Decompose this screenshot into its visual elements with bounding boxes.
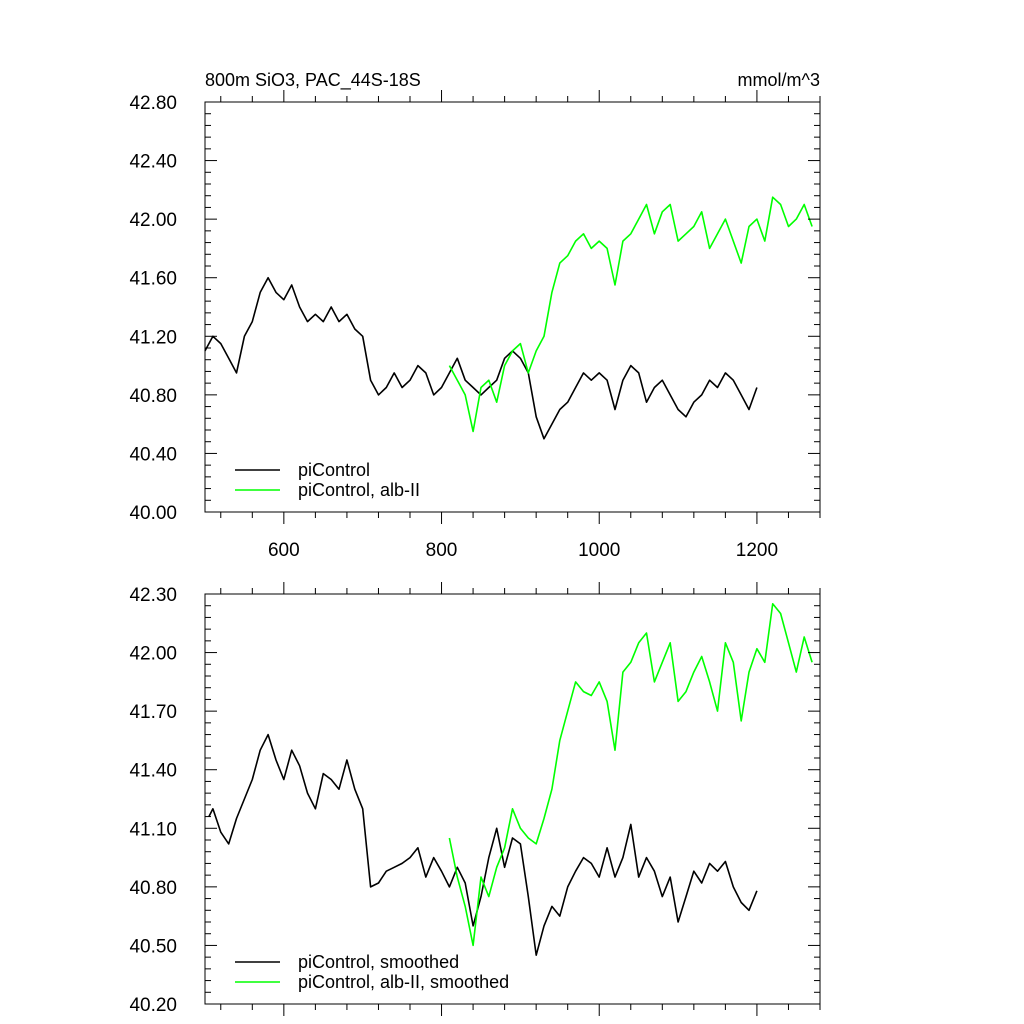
legend-label-picontrol: piControl: [298, 460, 370, 480]
y-tick-label: 40.00: [129, 503, 177, 524]
y-tick-label: 42.80: [129, 93, 177, 114]
y-tick-label: 41.60: [129, 269, 177, 290]
y-tick-label: 41.10: [129, 819, 177, 840]
bottom-panel-axes: 40.20 40.50 40.80 41.10 41.40 41.70 42.00 42.30: [129, 582, 821, 1016]
bottom-panel-series-layer: [208, 602, 813, 957]
x-tick-label: 600: [268, 540, 300, 561]
x-tick-label: 800: [426, 540, 458, 561]
y-tick-label: 42.00: [129, 210, 177, 231]
y-tick-label: 40.80: [129, 878, 177, 899]
top-panel-series-layer: [204, 196, 813, 440]
bottom-panel-legend: piControl, smoothed piControl, alb-II, s…: [235, 952, 509, 992]
legend-label-picontrol-alb-ii: piControl, alb-II: [298, 480, 420, 500]
y-tick-label: 40.80: [129, 386, 177, 407]
x-tick-label: 1000: [578, 540, 620, 561]
y-tick-label: 42.40: [129, 152, 177, 173]
series-line-picontrol-smoothed: [208, 733, 758, 957]
bottom-panel: 40.20 40.50 40.80 41.10 41.40 41.70 42.00 42.30…: [129, 582, 821, 1016]
top-panel-units: mmol/m^3: [738, 70, 820, 90]
y-tick-label: 42.30: [129, 585, 177, 606]
series-line-picontrol: [204, 276, 758, 440]
top-panel-legend: piControl piControl, alb-II: [235, 460, 420, 500]
y-tick-label: 41.20: [129, 327, 177, 348]
bottom-panel-frame: [204, 593, 821, 1005]
series-line-picontrol-alb-ii: [448, 196, 813, 433]
top-panel-title: 800m SiO3, PAC_44S-18S: [205, 70, 421, 91]
top-panel-frame: [204, 101, 821, 513]
top-panel-axes: 40.00 40.40 40.80 41.20 41.60 42.00 42.40 42.80…: [129, 90, 821, 561]
y-tick-label: 42.00: [129, 644, 177, 665]
y-tick-label: 40.40: [129, 444, 177, 465]
legend-label-picontrol-smoothed: piControl, smoothed: [298, 952, 459, 972]
series-line-picontrol-alb-ii-smoothed: [448, 602, 813, 947]
y-tick-label: 40.20: [129, 995, 177, 1016]
top-panel: 800m SiO3, PAC_44S-18S mmol/m^3 40.0040.…: [129, 70, 821, 561]
y-tick-label: 40.50: [129, 936, 177, 957]
x-tick-label: 1200: [736, 540, 778, 561]
legend-label-picontrol-alb-ii-smoothed: piControl, alb-II, smoothed: [298, 972, 509, 992]
y-tick-label: 41.40: [129, 761, 177, 782]
y-tick-label: 41.70: [129, 702, 177, 723]
